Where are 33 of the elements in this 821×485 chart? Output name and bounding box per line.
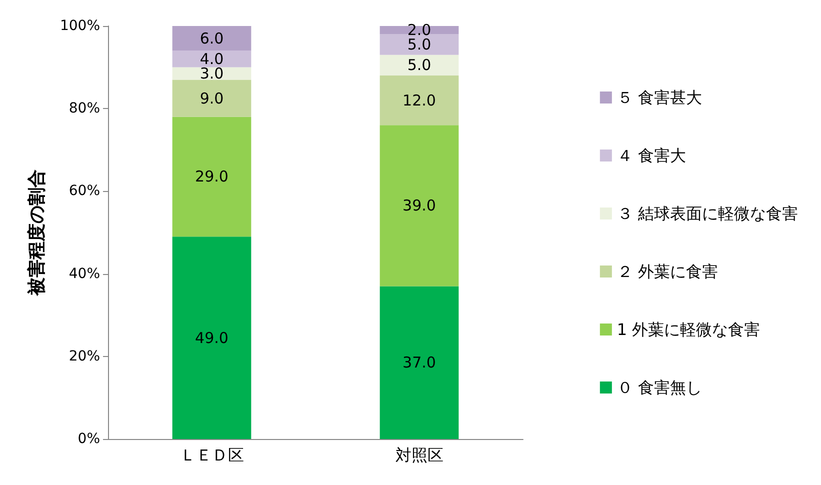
- bar: [172, 50, 252, 68]
- data-label: 6.0: [200, 29, 224, 48]
- legend-label: ０ 食害無し: [616, 378, 702, 397]
- data-label: 29.0: [195, 168, 228, 186]
- x-tick-label: ＬＥＤ区: [180, 446, 244, 464]
- y-tick-label: 80%: [68, 100, 100, 117]
- y-tick-label: 0%: [78, 431, 100, 447]
- x-tick-label: 対照区: [395, 446, 444, 464]
- bar: [172, 80, 252, 117]
- y-tick-label: 40%: [68, 266, 100, 282]
- legend-label: ４ 食害大: [616, 146, 686, 165]
- bar: [380, 54, 459, 76]
- y-tick-label: 100%: [60, 18, 100, 34]
- legend-label: ２ 外葉に食害: [616, 262, 718, 281]
- bar: [380, 286, 459, 439]
- y-tick-label: 60%: [68, 183, 100, 200]
- bar: [172, 26, 252, 51]
- legend-label: 1 外葉に軽微な食害: [616, 320, 760, 339]
- bar: [172, 236, 252, 439]
- data-label: 49.0: [195, 328, 228, 347]
- bar: [380, 76, 459, 126]
- bar: [380, 34, 459, 55]
- data-label: 39.0: [402, 196, 436, 215]
- data-label: 9.0: [200, 89, 224, 108]
- data-label: 37.0: [402, 354, 436, 372]
- y-axis-title: 被害程度の割合: [26, 170, 48, 296]
- bar: [172, 116, 252, 237]
- data-label: 12.0: [402, 91, 436, 110]
- legend-label: ３ 結球表面に軽微な食害: [616, 204, 798, 223]
- data-label: 5.0: [407, 56, 432, 74]
- legend-label: ５ 食害甚大: [616, 88, 702, 107]
- bar: [380, 125, 459, 286]
- y-tick-label: 20%: [68, 348, 100, 364]
